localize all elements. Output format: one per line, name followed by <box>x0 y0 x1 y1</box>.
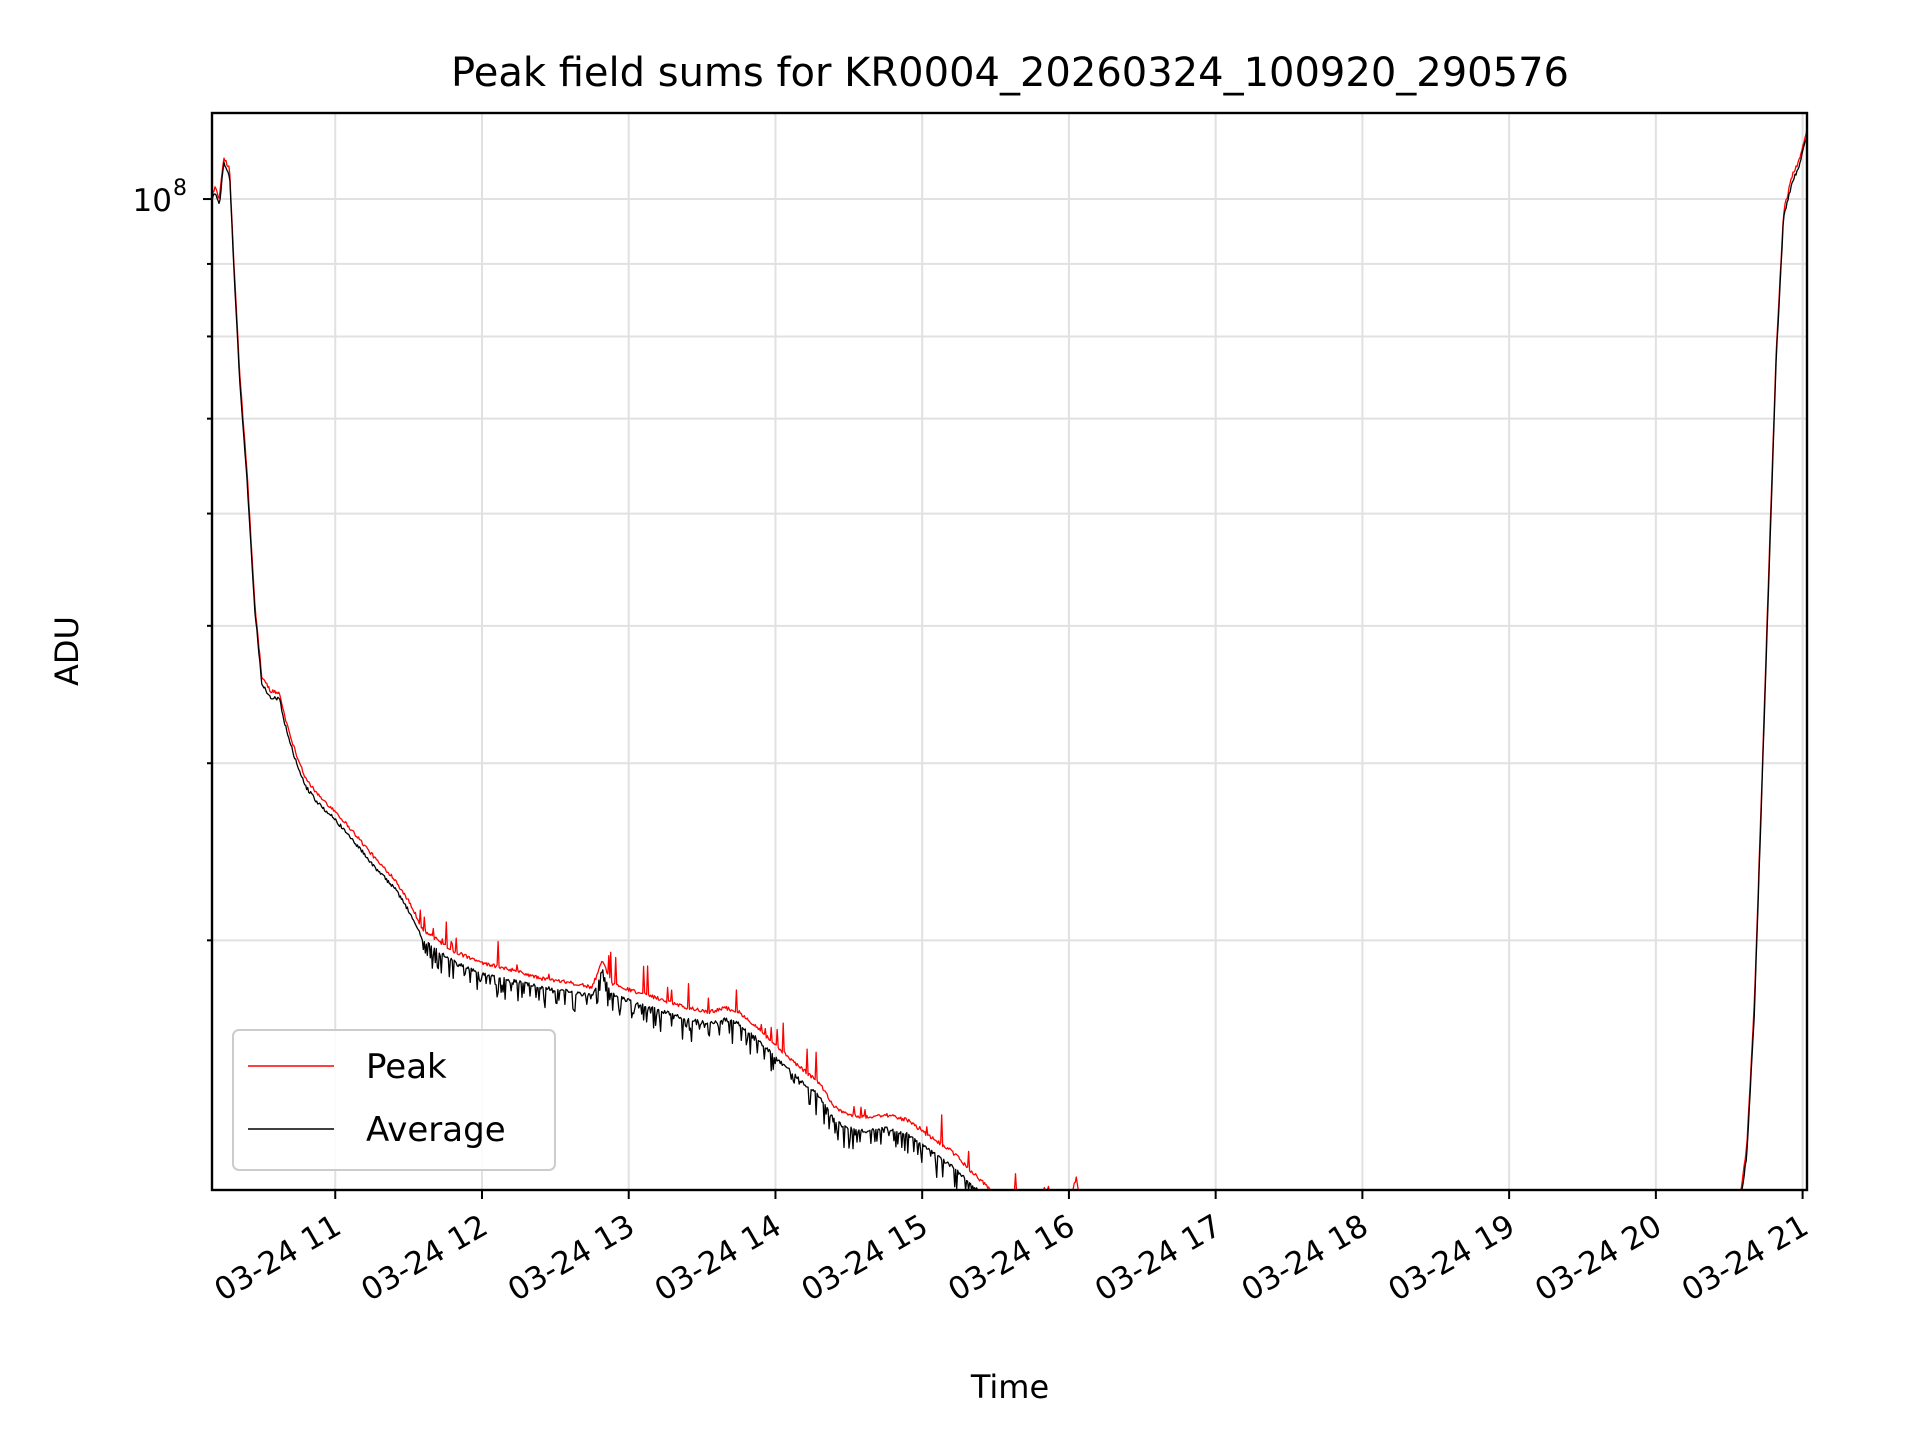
x-tick-label: 03-24 13 <box>502 1208 641 1309</box>
x-tick-label: 03-24 15 <box>795 1208 934 1309</box>
x-tick-label: 03-24 17 <box>1089 1208 1228 1309</box>
x-axis: 03-24 11 03-24 12 03-24 13 03-24 14 03-24 15… <box>209 1190 1815 1309</box>
x-axis-label: Time <box>970 1368 1049 1406</box>
x-tick-label: 03-24 14 <box>649 1208 788 1309</box>
legend-frame <box>232 1029 556 1171</box>
y-axis-label: ADU <box>48 616 86 686</box>
y-tick-label-base: 10 <box>133 183 172 219</box>
x-tick-label: 03-24 18 <box>1236 1208 1375 1309</box>
plot-frame <box>210 111 1809 1192</box>
x-tick-label: 03-24 21 <box>1676 1208 1815 1309</box>
x-tick-label: 03-24 19 <box>1382 1208 1521 1309</box>
legend-average-label: Average <box>366 1110 506 1150</box>
y-tick-label-exponent: 8 <box>173 176 187 201</box>
legend: Peak Average <box>232 1029 556 1171</box>
x-tick-label: 03-24 16 <box>942 1208 1081 1309</box>
x-tick-label: 03-24 11 <box>209 1208 348 1309</box>
grid <box>212 113 1807 1190</box>
x-tick-label: 03-24 20 <box>1529 1208 1668 1309</box>
legend-peak-label: Peak <box>366 1047 447 1087</box>
y-axis: 10 8 <box>133 176 212 942</box>
chart-title: Peak field sums for KR0004_20260324_1009… <box>451 50 1569 96</box>
x-tick-label: 03-24 12 <box>355 1208 494 1309</box>
